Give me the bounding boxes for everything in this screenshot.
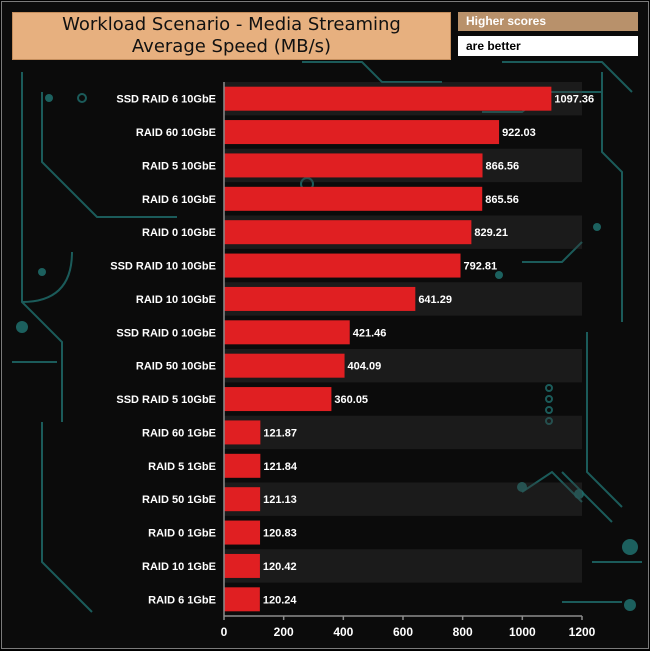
are-better-note: are better — [458, 36, 638, 56]
value-label: 120.42 — [263, 561, 297, 573]
value-label: 641.29 — [418, 294, 452, 306]
bar — [224, 587, 260, 612]
bar — [224, 487, 261, 512]
value-label: 866.56 — [486, 160, 520, 172]
value-label: 121.13 — [263, 494, 297, 506]
chart-title-box: Workload Scenario - Media Streaming Aver… — [12, 12, 451, 60]
bar — [224, 86, 552, 111]
x-tick-label: 800 — [453, 625, 473, 639]
chart-title-line-1: Workload Scenario - Media Streaming — [62, 14, 401, 35]
value-label: 120.83 — [263, 528, 297, 540]
category-label: RAID 60 1GbE — [142, 427, 216, 439]
bar — [224, 420, 261, 445]
value-label: 121.84 — [263, 461, 298, 473]
bar — [224, 253, 461, 278]
category-label: SSD RAID 0 10GbE — [116, 327, 216, 339]
bar — [224, 320, 350, 345]
x-tick-label: 0 — [221, 625, 228, 639]
value-label: 404.09 — [348, 361, 382, 373]
category-label: SSD RAID 6 10GbE — [116, 94, 216, 106]
value-label: 865.56 — [485, 194, 519, 206]
row-stripe — [224, 415, 582, 450]
higher-scores-note: Higher scores — [458, 12, 638, 31]
x-tick-label: 600 — [393, 625, 413, 639]
category-label: RAID 0 10GbE — [142, 227, 216, 239]
row-stripe — [224, 482, 582, 516]
x-tick-label: 400 — [333, 625, 353, 639]
value-label: 360.05 — [334, 394, 368, 406]
category-label: RAID 50 1GbE — [142, 494, 216, 506]
value-label: 421.46 — [353, 327, 387, 339]
category-label: SSD RAID 10 10GbE — [110, 261, 216, 273]
row-stripe — [224, 549, 582, 583]
x-tick-label: 1200 — [569, 625, 596, 639]
value-label: 1097.36 — [554, 94, 594, 106]
bar — [224, 520, 261, 545]
value-label: 121.87 — [263, 427, 297, 439]
bar — [224, 186, 483, 211]
category-label: RAID 5 10GbE — [142, 160, 216, 172]
bar — [224, 553, 260, 578]
value-label: 792.81 — [464, 261, 498, 273]
bar — [224, 220, 472, 245]
bar — [224, 120, 500, 145]
bar — [224, 286, 416, 311]
bar — [224, 387, 332, 412]
chart-title-line-2: Average Speed (MB/s) — [131, 36, 332, 57]
category-label: RAID 5 1GbE — [148, 461, 216, 473]
bar — [224, 153, 483, 178]
category-label: SSD RAID 5 10GbE — [116, 394, 216, 406]
value-label: 922.03 — [502, 127, 536, 139]
category-label: RAID 6 10GbE — [142, 194, 216, 206]
category-label: RAID 6 1GbE — [148, 594, 216, 606]
category-label: RAID 10 10GbE — [136, 294, 216, 306]
category-label: RAID 10 1GbE — [142, 561, 216, 573]
x-tick-label: 1000 — [509, 625, 536, 639]
bar — [224, 453, 261, 478]
category-label: RAID 50 10GbE — [136, 361, 216, 373]
category-label: RAID 0 1GbE — [148, 528, 216, 540]
value-label: 120.24 — [263, 594, 298, 606]
value-label: 829.21 — [474, 227, 508, 239]
category-label: RAID 60 10GbE — [136, 127, 216, 139]
x-tick-label: 200 — [274, 625, 294, 639]
bar — [224, 353, 345, 378]
